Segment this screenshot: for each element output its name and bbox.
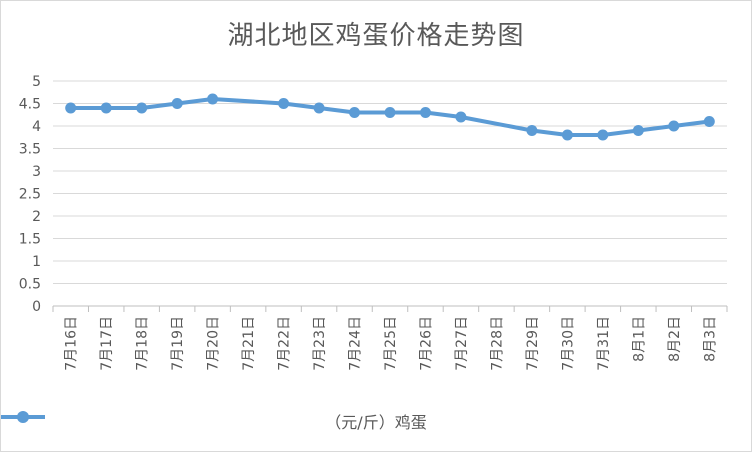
data-point [455, 111, 467, 123]
data-point [597, 129, 609, 141]
x-tick-label: 7月24日 [348, 316, 364, 371]
x-tick-label: 7月26日 [418, 316, 434, 371]
data-point [668, 120, 680, 132]
legend: （元/斤）鸡蛋 [1, 407, 751, 435]
x-tick-label: 8月1日 [631, 316, 647, 362]
x-tick-label: 7月17日 [99, 316, 115, 371]
legend-marker [1, 411, 45, 423]
data-point [65, 102, 77, 114]
y-tick-label: 0 [32, 299, 41, 315]
data-point [278, 98, 290, 109]
y-tick-label: 3 [32, 164, 41, 180]
data-point [561, 129, 573, 141]
x-tick-label: 7月19日 [170, 316, 186, 371]
y-tick-label: 5 [32, 74, 41, 90]
data-point [349, 107, 360, 118]
y-tick-label: 4 [32, 119, 41, 135]
data-point [313, 102, 325, 114]
x-tick-label: 7月18日 [135, 316, 151, 371]
y-tick-label: 2 [32, 209, 41, 225]
y-tick-label: 2.5 [19, 187, 41, 203]
y-tick-label: 1.5 [19, 232, 41, 248]
legend-label: （元/斤）鸡蛋 [325, 413, 427, 432]
data-point [207, 93, 219, 105]
x-tick-label: 7月28日 [489, 316, 505, 371]
x-tick-label: 7月16日 [64, 316, 80, 371]
data-point [420, 107, 431, 118]
x-tick-label: 7月21日 [241, 316, 257, 371]
x-tick-label: 8月3日 [702, 316, 718, 362]
data-point [171, 98, 183, 109]
x-tick-label: 7月27日 [454, 316, 470, 371]
data-point [632, 125, 644, 136]
x-tick-label: 7月25日 [383, 316, 399, 371]
x-tick-label: 7月22日 [277, 316, 293, 371]
x-tick-label: 8月2日 [667, 316, 683, 362]
chart-title: 湖北地区鸡蛋价格走势图 [227, 21, 525, 51]
x-tick-label: 7月31日 [596, 316, 612, 371]
data-point [526, 125, 538, 136]
y-tick-label: 3.5 [19, 142, 41, 158]
data-point [136, 102, 148, 114]
y-tick-label: 1 [32, 254, 41, 270]
data-point [384, 107, 396, 118]
y-tick-label: 4.5 [19, 97, 41, 113]
x-tick-label: 7月23日 [312, 316, 328, 371]
x-tick-label: 7月29日 [525, 316, 541, 371]
y-tick-label: 0.5 [19, 277, 41, 293]
data-point [100, 102, 112, 114]
data-point [703, 116, 715, 127]
x-tick-label: 7月20日 [206, 316, 222, 371]
x-tick-label: 7月30日 [560, 316, 576, 371]
